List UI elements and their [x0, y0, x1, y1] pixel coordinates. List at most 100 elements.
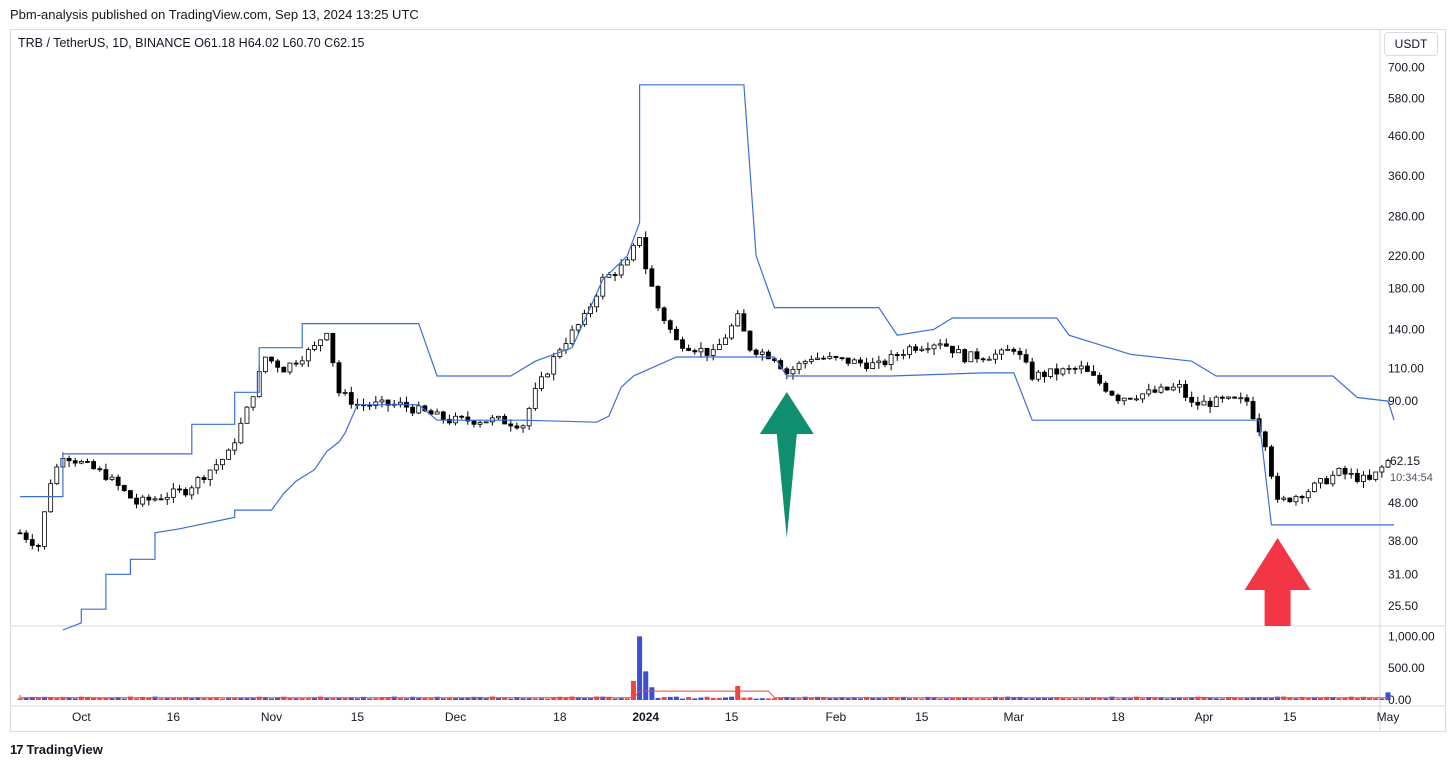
time-tick-label: 15: [915, 710, 929, 724]
volume-bar: [269, 698, 275, 700]
volume-bar: [851, 697, 857, 700]
candle: [183, 489, 189, 496]
candle: [201, 477, 207, 480]
candle: [1048, 368, 1054, 377]
volume-bar: [1176, 697, 1182, 700]
volume-bar: [864, 696, 870, 700]
volume-bar: [784, 696, 790, 700]
volume-bar: [661, 697, 667, 700]
volume-bar: [391, 696, 397, 700]
price-tick-label: 90.00: [1388, 394, 1418, 408]
candle: [631, 245, 636, 261]
candle: [827, 356, 833, 359]
candle: [140, 496, 146, 505]
volume-bar: [526, 698, 532, 700]
volume-bar: [324, 697, 330, 700]
candles-group: [17, 231, 1391, 552]
volume-bar: [428, 698, 434, 700]
time-tick-label: Mar: [1003, 710, 1024, 724]
volume-bar: [416, 697, 422, 700]
candle: [1103, 382, 1109, 392]
currency-button[interactable]: USDT: [1384, 32, 1438, 56]
candle: [1207, 400, 1213, 407]
candle: [508, 423, 514, 427]
current-price-label: 62.15: [1390, 454, 1420, 468]
candle: [882, 360, 888, 366]
candle: [956, 349, 961, 354]
volume-bar: [471, 696, 477, 700]
volume-bar: [508, 698, 514, 700]
volume-bar: [176, 698, 182, 700]
volume-bar: [238, 697, 244, 700]
volume-bar: [1268, 697, 1274, 700]
candle: [1189, 396, 1195, 403]
volume-bar: [765, 698, 771, 700]
volume-bar: [60, 696, 66, 700]
time-tick-label: 15: [351, 710, 365, 724]
volume-bar: [667, 696, 673, 700]
candle: [1164, 386, 1170, 391]
candle: [784, 368, 790, 375]
candle: [992, 353, 998, 360]
candle: [1379, 466, 1385, 473]
published-by: Pbm-analysis published on TradingView.co…: [10, 7, 419, 22]
volume-bar: [465, 697, 471, 700]
volume-bar: [152, 696, 158, 700]
volume-bar: [1299, 696, 1305, 700]
volume-bar: [925, 696, 931, 700]
symbol-legend[interactable]: TRB / TetherUS, 1D, BINANCE O61.18 H64.0…: [18, 36, 365, 50]
volume-bar: [1011, 697, 1017, 700]
candle: [594, 295, 600, 308]
candle: [299, 360, 305, 365]
candle: [287, 362, 293, 373]
volume-bar: [502, 697, 508, 700]
candle: [410, 406, 416, 414]
candle: [753, 349, 759, 355]
volume-bar: [1354, 698, 1360, 700]
volume-bar: [759, 698, 765, 700]
volume-bar: [1164, 698, 1170, 700]
volume-bar: [348, 697, 354, 700]
volume-bar: [1041, 697, 1047, 700]
candle: [962, 349, 968, 363]
candle: [747, 330, 753, 351]
candle: [790, 368, 796, 375]
volume-group: [17, 636, 1391, 700]
volume-bar: [195, 697, 201, 700]
volume-bar: [410, 696, 416, 700]
candle: [1035, 371, 1041, 380]
tradingview-logo[interactable]: 17 TradingView: [10, 742, 103, 757]
candle: [1373, 471, 1379, 480]
candle: [220, 459, 225, 466]
candle: [164, 496, 170, 500]
time-tick-label: 15: [1283, 710, 1297, 724]
volume-bar: [1360, 696, 1366, 700]
candle: [526, 407, 532, 427]
candle: [1256, 418, 1262, 433]
volume-bar: [1244, 698, 1250, 700]
volume-bar: [637, 636, 643, 700]
candle: [483, 421, 489, 424]
volume-bar: [446, 697, 452, 700]
candle: [1042, 371, 1047, 377]
candle: [1269, 446, 1274, 477]
candle: [937, 343, 943, 346]
red-up-arrow: [1244, 538, 1311, 626]
volume-bar: [262, 697, 268, 700]
volume-tick-label: 500.00: [1388, 661, 1425, 675]
candle: [1318, 478, 1323, 484]
candle: [1060, 368, 1066, 375]
volume-bar: [146, 697, 152, 700]
volume-bar: [434, 696, 440, 700]
price-tick-label: 460.00: [1388, 129, 1425, 143]
volume-bar: [17, 698, 23, 700]
candle: [1121, 397, 1127, 402]
candle: [600, 276, 606, 297]
candle: [232, 442, 238, 451]
candle: [1146, 389, 1152, 395]
candle: [1115, 394, 1121, 402]
volume-bar: [1207, 697, 1213, 700]
candle: [1232, 396, 1238, 399]
candle: [1305, 491, 1311, 499]
